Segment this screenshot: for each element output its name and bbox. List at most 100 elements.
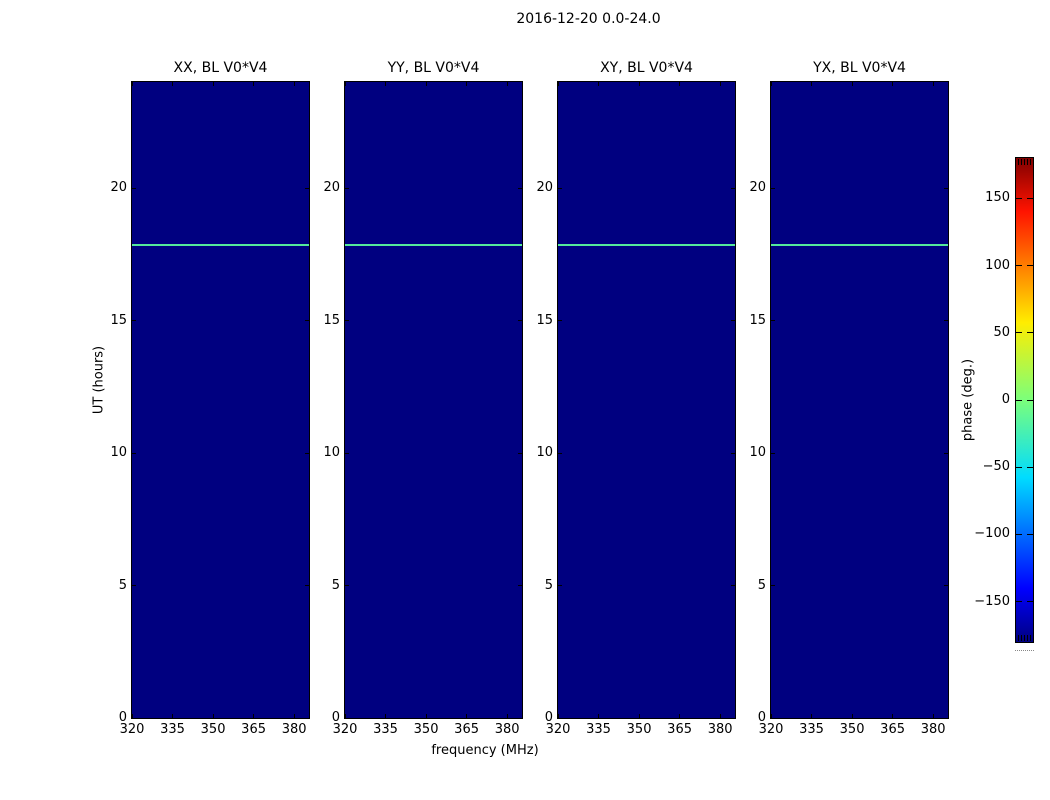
x-tick-bottom-3-1 (811, 714, 813, 718)
figure-title: 2016-12-20 0.0-24.0 (516, 11, 661, 27)
x-tick-label-3-1: 335 (799, 722, 824, 737)
x-tick-label-2-4: 380 (707, 722, 733, 737)
y-tick-right-0-0 (305, 717, 309, 719)
y-tick-right-2-4 (731, 187, 735, 189)
x-tick-label-3-4: 380 (920, 722, 946, 737)
x-tick-bottom-1-3 (466, 714, 468, 718)
panel-title-1: YY, BL V0*V4 (387, 60, 480, 76)
feature-line-3 (771, 244, 948, 246)
x-tick-bottom-0-2 (212, 714, 214, 718)
y-tick-left-0-0 (132, 717, 136, 719)
x-tick-bottom-2-2 (638, 714, 640, 718)
x-tick-bottom-0-1 (172, 714, 174, 718)
feature-line-0 (132, 244, 309, 246)
x-tick-bottom-1-0 (344, 714, 346, 718)
x-tick-top-2-4 (719, 82, 721, 86)
colorbar-dotted-edge (1015, 650, 1034, 651)
y-tick-label-3-0: 0 (757, 710, 766, 725)
x-tick-bottom-2-1 (598, 714, 600, 718)
x-tick-bottom-1-2 (425, 714, 427, 718)
y-tick-right-3-2 (944, 452, 948, 454)
colorbar-tick-right-6 (1027, 601, 1033, 603)
colorbar-tick-label-5: −100 (974, 526, 1010, 542)
x-tick-label-2-2: 350 (626, 722, 652, 737)
x-tick-label-0-3: 365 (241, 722, 267, 737)
feature-line-2 (558, 244, 735, 246)
y-tick-left-1-3 (345, 320, 349, 321)
y-tick-label-0-4: 20 (110, 180, 127, 195)
y-axis-label: UT (hours) (91, 345, 107, 415)
x-tick-label-0-2: 350 (200, 722, 226, 737)
colorbar-tick-label-3: 0 (1001, 392, 1010, 407)
y-tick-right-2-3 (731, 320, 735, 321)
y-tick-left-0-3 (132, 320, 136, 321)
x-tick-label-1-3: 365 (454, 722, 480, 737)
y-tick-label-0-1: 5 (118, 577, 127, 593)
colorbar-tick-label-6: −150 (974, 593, 1010, 609)
x-tick-top-0-0 (131, 82, 133, 86)
x-axis-label: frequency (MHz) (431, 743, 539, 758)
x-tick-top-3-1 (811, 82, 813, 86)
y-tick-right-0-2 (305, 452, 309, 454)
y-tick-label-1-3: 15 (323, 312, 340, 328)
y-tick-label-2-3: 15 (536, 312, 553, 328)
colorbar-bottom-minor-ticks (1018, 635, 1031, 641)
y-tick-label-1-0: 0 (331, 710, 340, 725)
x-tick-label-1-1: 335 (373, 722, 398, 737)
y-tick-label-0-0: 0 (118, 710, 127, 725)
colorbar-tick-left-0 (1016, 197, 1022, 199)
colorbar-tick-label-0: 150 (985, 190, 1010, 206)
colorbar-tick-left-3 (1016, 399, 1022, 401)
x-tick-top-1-1 (385, 82, 387, 86)
x-tick-bottom-3-3 (892, 714, 894, 718)
y-tick-right-3-1 (944, 585, 948, 586)
y-tick-left-3-2 (771, 452, 775, 454)
x-tick-bottom-2-3 (679, 714, 681, 718)
x-tick-bottom-0-3 (253, 714, 255, 718)
heatmap-panel-0 (131, 81, 310, 719)
y-tick-right-0-1 (305, 585, 309, 586)
colorbar-tick-label-1: 100 (985, 257, 1010, 273)
panel-title-3: YX, BL V0*V4 (813, 60, 906, 76)
y-tick-left-0-2 (132, 452, 136, 454)
y-tick-right-0-4 (305, 187, 309, 189)
y-tick-right-1-0 (518, 717, 522, 719)
heatmap-image-1 (345, 82, 522, 718)
x-tick-label-2-1: 335 (586, 722, 611, 737)
x-tick-bottom-1-4 (506, 714, 508, 718)
x-tick-label-0-0: 320 (119, 722, 145, 737)
x-tick-label-3-0: 320 (758, 722, 784, 737)
y-tick-left-1-0 (345, 717, 349, 719)
x-tick-label-1-0: 320 (332, 722, 358, 737)
y-tick-label-2-2: 10 (536, 445, 553, 460)
colorbar-top-minor-ticks (1018, 159, 1031, 165)
x-tick-top-0-2 (212, 82, 214, 86)
y-tick-right-1-1 (518, 585, 522, 586)
y-tick-left-1-2 (345, 452, 349, 454)
x-tick-bottom-3-4 (932, 714, 934, 718)
y-tick-right-2-2 (731, 452, 735, 454)
x-tick-bottom-0-4 (293, 714, 295, 718)
y-tick-left-0-1 (132, 585, 136, 586)
x-tick-top-3-0 (770, 82, 772, 86)
x-tick-top-2-1 (598, 82, 600, 86)
y-tick-label-2-0: 0 (544, 710, 553, 725)
x-tick-top-0-3 (253, 82, 255, 86)
y-tick-left-1-4 (345, 187, 349, 189)
y-tick-left-3-3 (771, 320, 775, 321)
y-tick-left-2-3 (558, 320, 562, 321)
y-tick-left-3-0 (771, 717, 775, 719)
y-tick-right-3-0 (944, 717, 948, 719)
y-tick-label-2-4: 20 (536, 180, 553, 195)
x-tick-top-3-4 (932, 82, 934, 86)
y-tick-right-0-3 (305, 320, 309, 321)
y-tick-left-1-1 (345, 585, 349, 586)
x-tick-bottom-3-0 (770, 714, 772, 718)
colorbar-tick-right-2 (1027, 332, 1033, 334)
colorbar-tick-right-4 (1027, 466, 1033, 468)
x-tick-top-2-2 (638, 82, 640, 86)
x-tick-top-0-4 (293, 82, 295, 86)
x-tick-top-3-3 (892, 82, 894, 86)
colorbar-tick-label-4: −50 (982, 459, 1010, 475)
y-tick-right-2-1 (731, 585, 735, 586)
